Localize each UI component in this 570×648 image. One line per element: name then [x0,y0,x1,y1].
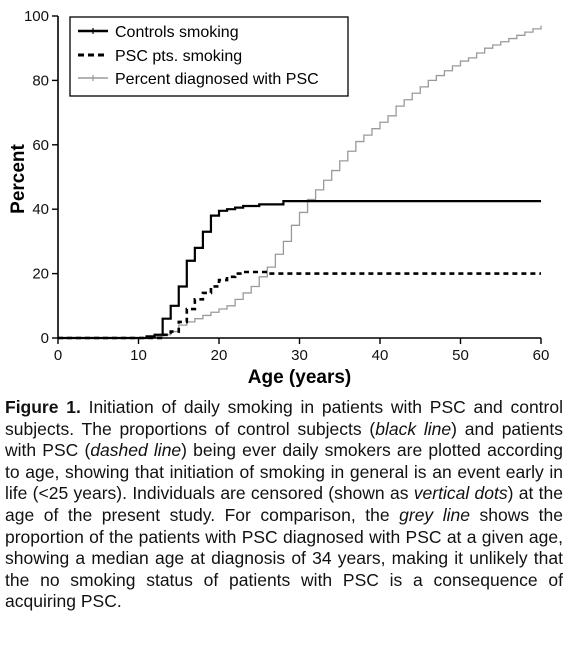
series-line-psc-pts-smoking [58,270,541,340]
y-axis-title: Percent [8,143,29,213]
caption-run: Initiation of daily smoking in patients … [5,397,563,439]
x-tick-label: 50 [452,347,469,364]
y-tick-label: 100 [24,8,49,25]
caption-run: ) being ever daily smokers are plotted a… [5,440,563,504]
caption-italic-run: black line [375,418,452,439]
x-tick-label: 40 [372,347,389,364]
y-tick-label: 20 [32,266,49,283]
plot-area [58,25,542,340]
legend-label: PSC pts. smoking [115,48,242,65]
caption-text: Initiation of daily smoking in patients … [5,397,563,611]
x-tick-label: 20 [211,347,228,364]
series-line-controls-smoking [58,200,541,340]
caption-italic-run: grey line [399,504,470,525]
y-tick-label: 0 [41,330,49,347]
y-tick-label: 60 [32,137,49,154]
legend: Controls smoking PSC pts. smoking Percent … [69,16,349,97]
y-tick-label: 40 [32,201,49,218]
axes: 0 20 40 60 80 100 0 10 20 30 40 50 60 [24,8,549,364]
legend-label: Percent diagnosed with PSC [115,71,319,88]
x-tick-label: 30 [291,347,308,364]
figure-label: Figure 1. [5,397,81,417]
y-tick-label: 80 [32,72,49,89]
x-tick-label: 0 [54,347,62,364]
caption-italic-run: vertical dots [413,483,508,504]
series-line-percent-diagnosed-with-psc [58,25,542,339]
legend-label: Controls smoking [115,24,239,41]
caption-run: ) at the age of the present study. For c… [5,483,563,525]
chart: 0 20 40 60 80 100 0 10 20 30 40 50 60 Controls smoki… [8,8,549,388]
legend-box [69,16,349,97]
figure-caption: Figure 1. Initiation of daily smoking in… [5,397,563,613]
x-tick-label: 60 [533,347,550,364]
caption-run: ) and patients with PSC ( [5,418,563,461]
x-tick-label: 10 [130,347,147,364]
caption-run: shows the proportion of the patients wit… [5,504,563,612]
caption-italic-run: dashed line [90,440,182,461]
x-axis-title: Age (years) [248,367,352,388]
